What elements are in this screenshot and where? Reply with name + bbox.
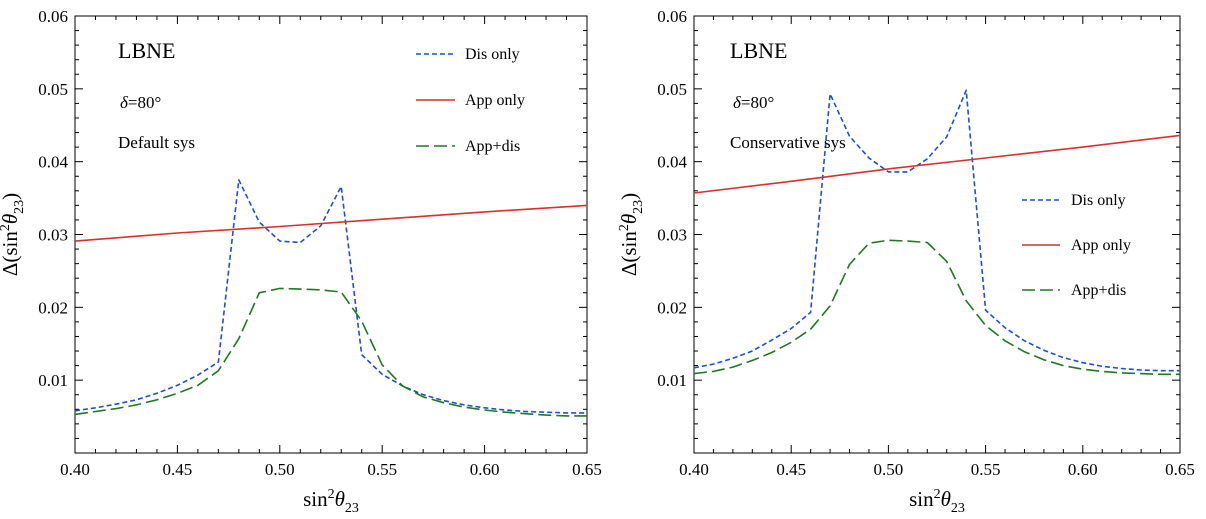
y-tick-label: 0.04 <box>38 153 68 172</box>
legend-label: App only <box>465 92 525 109</box>
y-tick-label: 0.05 <box>38 80 68 99</box>
x-axis-label: sin2θ23 <box>909 487 965 514</box>
y-tick-label: 0.04 <box>657 153 687 172</box>
x-axis-label: sin2θ23 <box>303 487 359 514</box>
x-tick-label: 0.50 <box>265 460 295 479</box>
x-tick-label: 0.45 <box>776 460 806 479</box>
annotation-delta: δ=80° <box>120 93 161 112</box>
y-tick-label: 0.01 <box>657 371 687 390</box>
legend-label: Dis only <box>465 46 520 63</box>
x-tick-label: 0.45 <box>163 460 193 479</box>
series-line-dis-only <box>693 89 1180 372</box>
x-tick-label: 0.55 <box>367 460 397 479</box>
annotation-systematics: Conservative sys <box>730 133 846 152</box>
legend-label: App+dis <box>1071 282 1126 299</box>
chart-panel-2: 0.40 0.45 0.50 0.55 0.60 0.65 0.01 0.02 0.03 0.04… <box>617 7 1195 516</box>
x-tick-label: 0.60 <box>1068 460 1098 479</box>
y-tick-label: 0.01 <box>38 371 68 390</box>
annotation-experiment: LBNE <box>118 38 175 63</box>
legend-label: Dis only <box>1071 192 1126 209</box>
chart-panel-1: 0.40 0.45 0.50 0.55 0.60 0.65 0.01 0.02 0.03 0.04… <box>0 7 602 516</box>
series-line-app-dis <box>74 287 587 417</box>
y-tick-label: 0.05 <box>657 80 687 99</box>
legend-label: App+dis <box>465 138 520 155</box>
x-tick-label: 0.55 <box>971 460 1001 479</box>
annotation-experiment: LBNE <box>730 38 787 63</box>
y-tick-label: 0.02 <box>38 298 68 317</box>
series-line-app-only <box>693 134 1181 194</box>
x-tick-label: 0.50 <box>874 460 904 479</box>
plot-frame <box>693 15 1181 454</box>
x-tick-label: 0.65 <box>1165 460 1195 479</box>
annotation-systematics: Default sys <box>118 133 195 152</box>
y-tick-label: 0.03 <box>657 226 687 245</box>
x-tick-label: 0.65 <box>572 460 602 479</box>
series-line-app-dis <box>693 239 1180 376</box>
y-tick-label: 0.03 <box>38 226 68 245</box>
x-tick-label: 0.40 <box>679 460 709 479</box>
y-tick-label: 0.02 <box>657 298 687 317</box>
y-tick-label: 0.06 <box>657 7 687 26</box>
x-tick-label: 0.40 <box>60 460 90 479</box>
annotation-delta: δ=80° <box>733 93 774 112</box>
y-tick-label: 0.06 <box>38 7 68 26</box>
series-line-app-only <box>74 204 588 242</box>
y-axis-label: Δ(sin2θ23) <box>617 193 646 276</box>
series-line-dis-only <box>74 179 587 414</box>
y-axis-label: Δ(sin2θ23) <box>0 193 27 276</box>
legend-label: App only <box>1071 237 1131 254</box>
x-tick-label: 0.60 <box>470 460 500 479</box>
